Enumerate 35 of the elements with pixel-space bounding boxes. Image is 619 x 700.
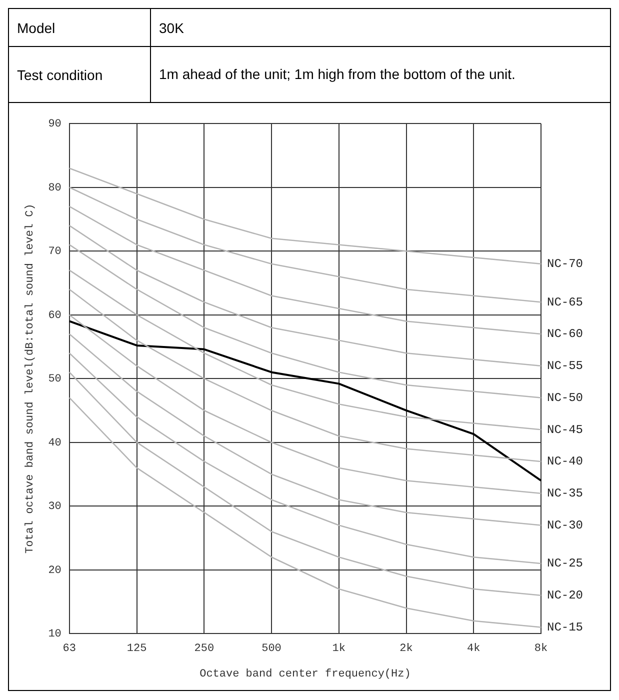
series-label: NC-45 [547, 422, 584, 437]
y-tick-label: 40 [48, 437, 62, 450]
series-label: NC-65 [547, 295, 584, 310]
y-tick-label: 70 [48, 246, 62, 258]
y-tick-label: 60 [48, 310, 62, 322]
y-axis-title: Total octave band sound level(dB:total sound level C) [24, 204, 37, 554]
y-tick-label: 10 [48, 628, 62, 641]
x-tick-label: 250 [194, 643, 214, 656]
y-tick-label: 20 [48, 564, 62, 577]
y-tick-label: 50 [48, 374, 62, 386]
series-label: NC-50 [547, 390, 584, 405]
series-label: NC-15 [547, 620, 584, 634]
text: Model [8, 8, 150, 46]
x-tick-label: 500 [262, 643, 282, 656]
text: 30K [150, 8, 610, 46]
series-label: NC-40 [547, 454, 584, 469]
series-label: NC-30 [547, 518, 584, 532]
y-tick-label: 30 [48, 501, 62, 514]
x-tick-label: 4k [467, 643, 481, 656]
series-label: NC-20 [547, 588, 584, 603]
series-label: NC-60 [547, 327, 584, 342]
y-tick-label: 90 [48, 118, 62, 131]
text: Test condition [8, 46, 150, 102]
series-label: NC-25 [547, 556, 584, 571]
x-tick-label: 125 [126, 643, 147, 656]
y-tick-label: 80 [48, 182, 62, 194]
series-label: NC-70 [547, 257, 584, 272]
x-tick-label: 8k [534, 643, 548, 656]
series-label: NC-55 [547, 359, 584, 374]
x-tick-label: 2k [400, 643, 414, 656]
series-label: NC-35 [547, 486, 584, 501]
x-tick-label: 63 [62, 643, 76, 656]
x-axis-title: Octave band center frequency(Hz) [200, 668, 411, 680]
x-tick-label: 1k [332, 643, 346, 656]
text: 1m ahead of the unit; 1m high from the bottom of the unit. [150, 46, 610, 102]
